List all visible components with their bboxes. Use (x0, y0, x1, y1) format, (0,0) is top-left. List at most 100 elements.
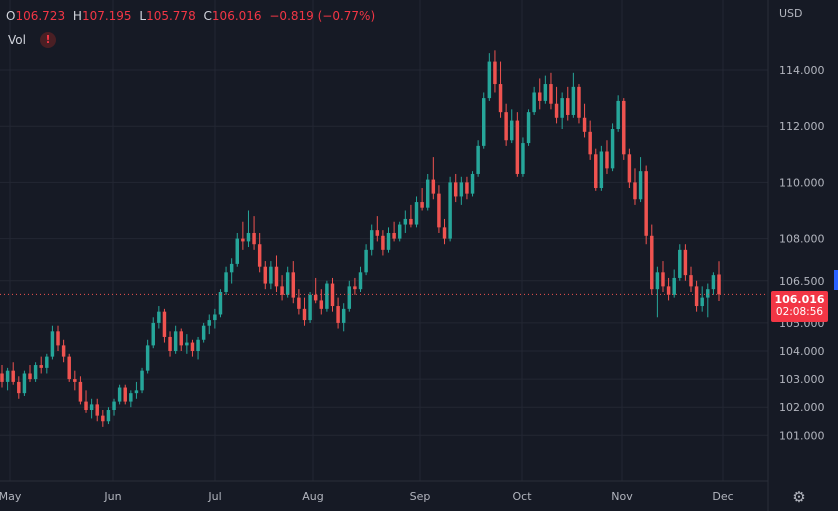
candle (381, 230, 385, 256)
candle (510, 109, 514, 144)
candle-body (84, 401, 88, 411)
candle (532, 86, 536, 115)
candle-body (5, 370, 10, 382)
candle (297, 289, 301, 315)
y-tick-label: 102.000 (779, 401, 825, 414)
y-axis[interactable]: 114.000112.000110.000108.000106.500105.0… (779, 64, 825, 442)
candle (213, 308, 217, 329)
candle-body (616, 100, 620, 130)
candle-body (493, 61, 497, 85)
candle-body (213, 314, 217, 321)
candle (493, 50, 497, 93)
candle-body (655, 272, 660, 290)
candle-body (157, 311, 161, 323)
candle (504, 103, 508, 146)
close-value: 106.016 (211, 9, 262, 23)
volume-label[interactable]: Vol (8, 33, 26, 47)
candle (526, 109, 531, 146)
candle-body (599, 151, 604, 189)
price-axis-marker (834, 270, 838, 290)
candle (185, 334, 189, 354)
candle-body (711, 275, 716, 290)
open-value: 106.723 (15, 9, 66, 23)
candle-body (638, 171, 643, 200)
candle (157, 306, 161, 329)
candle-body (644, 171, 648, 236)
candle (694, 280, 699, 312)
candle (45, 353, 49, 374)
candle (252, 216, 256, 250)
candle-body (269, 266, 273, 284)
high-value: 107.195 (81, 9, 132, 23)
candle (246, 210, 251, 248)
candle (538, 78, 542, 110)
candle (476, 140, 480, 177)
candles (0, 50, 768, 427)
change-value: −0.819 (−0.77%) (269, 9, 376, 23)
candle (661, 261, 665, 292)
candle (386, 227, 391, 253)
grid-lines (0, 0, 768, 481)
candle (67, 353, 71, 382)
candle (313, 277, 318, 304)
candle (554, 86, 559, 124)
candle-body (61, 345, 66, 357)
candle (61, 339, 66, 363)
candle (453, 173, 458, 203)
y-tick-label: 104.000 (779, 345, 825, 358)
candle-body (291, 272, 296, 298)
candle (257, 232, 262, 273)
candle-body (386, 232, 391, 250)
candle (28, 365, 32, 382)
candle (678, 244, 682, 281)
warning-icon[interactable]: ! (40, 32, 56, 48)
currency-selector[interactable]: USD (779, 7, 803, 20)
candle-body (414, 202, 419, 225)
candle (22, 370, 27, 396)
candle (616, 95, 620, 132)
candle-body (481, 98, 486, 146)
candle-body (229, 263, 234, 273)
settings-gear-icon[interactable]: ⚙ (792, 488, 806, 506)
candle (392, 221, 396, 242)
candle (101, 410, 105, 427)
candle (353, 277, 357, 295)
candle (325, 280, 329, 312)
x-tick-label: Sep (410, 490, 431, 503)
candle-body (190, 342, 195, 351)
candle (487, 53, 492, 101)
candle (420, 188, 424, 211)
candle (17, 376, 21, 399)
candle (196, 336, 200, 360)
candle-body (532, 92, 536, 113)
candle (39, 356, 43, 374)
candle-body (521, 143, 525, 174)
candle-body (257, 244, 262, 267)
candle-body (582, 117, 587, 132)
low-label: L (139, 9, 147, 23)
candle (549, 72, 553, 110)
candle-body (89, 404, 94, 411)
candle-body (308, 294, 312, 321)
candle (588, 120, 592, 160)
candle-body (302, 308, 307, 321)
candle-body (465, 182, 469, 194)
candle-body (549, 84, 553, 104)
last-price-tag: 106.016 02:08:56 (771, 291, 828, 322)
y-tick-label: 114.000 (779, 64, 825, 77)
candle (5, 367, 10, 391)
candle-body (28, 373, 32, 380)
candle (498, 61, 503, 118)
candle-body (285, 272, 290, 295)
candle-body (470, 173, 475, 194)
candle (229, 258, 234, 284)
candle-body (448, 182, 452, 239)
candle-body (78, 381, 83, 402)
candle (269, 261, 273, 290)
candle (235, 232, 240, 267)
candle (717, 261, 721, 302)
candle-body (672, 277, 676, 295)
x-axis[interactable]: May Jun Jul Aug Sep Oct Nov Dec (0, 490, 734, 503)
ohlc-legend: O106.723 H107.195 L105.778 C106.016 −0.8… (6, 9, 375, 23)
